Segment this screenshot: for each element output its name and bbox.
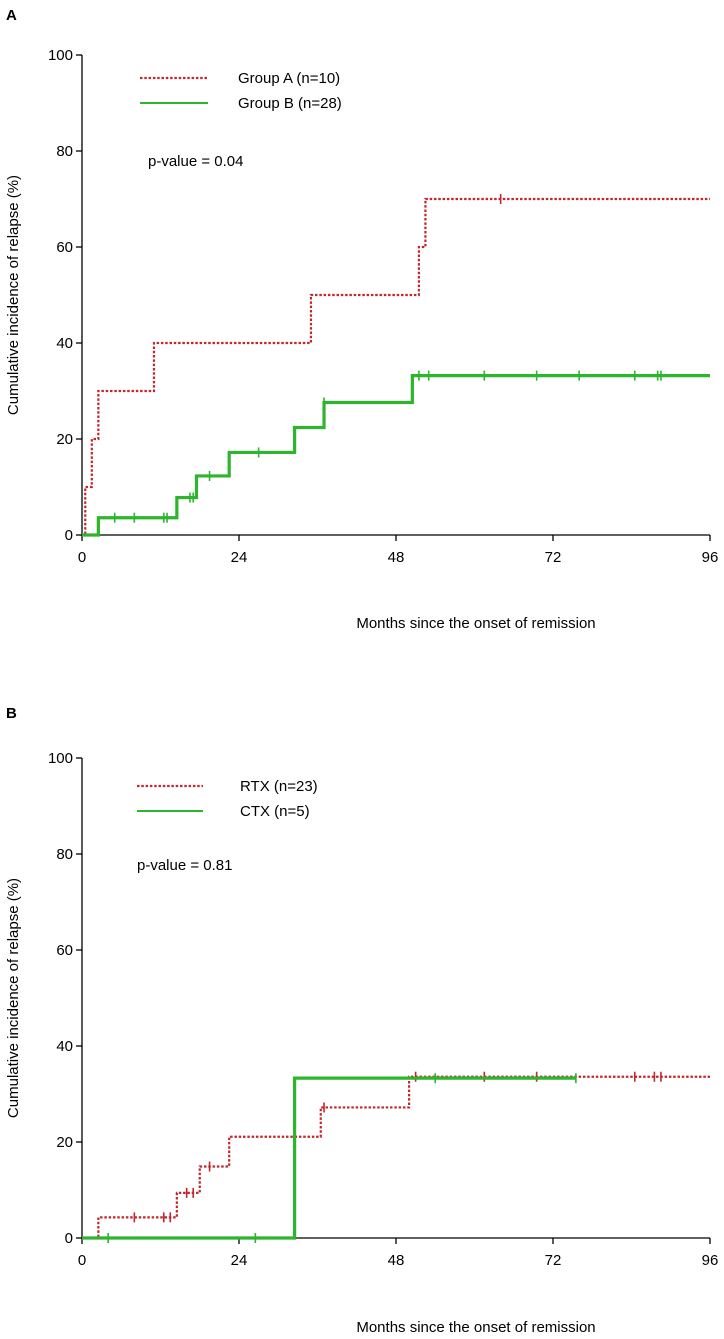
x-tick-label: 0	[78, 549, 86, 566]
x-tick-label: 96	[702, 1252, 719, 1269]
x-axis-title: Months since the onset of remission	[356, 615, 595, 632]
x-tick-label: 72	[545, 1252, 562, 1269]
x-tick-label: 24	[231, 1252, 248, 1269]
y-tick-label: 20	[56, 1134, 73, 1151]
y-tick-label: 80	[56, 143, 73, 160]
x-tick-label: 24	[231, 549, 248, 566]
x-tick-label: 48	[388, 549, 405, 566]
x-axis-title: Months since the onset of remission	[356, 1319, 595, 1336]
series-line-1	[82, 1076, 576, 1240]
y-tick-label: 40	[56, 335, 73, 352]
y-tick-label: 20	[56, 431, 73, 448]
x-tick-label: 48	[388, 1252, 405, 1269]
y-tick-label: 60	[56, 239, 73, 256]
panel-letter: A	[6, 7, 17, 24]
y-axis-title: Cumulative incidence of relapse (%)	[5, 878, 22, 1118]
legend-label: Group A (n=10)	[238, 70, 340, 87]
series-line-0	[82, 197, 710, 537]
y-tick-label: 80	[56, 846, 73, 863]
series-line-1	[82, 374, 710, 537]
panel-b: B 0 20 40 60 80 100 0 24 48 72 96 Months since the o…	[5, 705, 718, 1336]
series-line-0	[82, 1075, 710, 1240]
y-tick-label: 60	[56, 942, 73, 959]
x-tick-label: 96	[702, 549, 719, 566]
y-tick-label: 0	[65, 527, 73, 544]
y-axis-title: Cumulative incidence of relapse (%)	[5, 175, 22, 415]
y-tick-label: 100	[48, 47, 73, 64]
y-tick-label: 100	[48, 750, 73, 767]
legend-label: RTX (n=23)	[240, 778, 318, 795]
y-tick-label: 40	[56, 1038, 73, 1055]
x-tick-label: 0	[78, 1252, 86, 1269]
p-value-annotation: p-value = 0.81	[137, 857, 233, 874]
y-tick-label: 0	[65, 1230, 73, 1247]
x-tick-label: 72	[545, 549, 562, 566]
legend-label: Group B (n=28)	[238, 95, 342, 112]
panel-a: A 0 20 40 60 80 100 0 24 48 72 96 Months since the o…	[5, 7, 718, 632]
panel-letter: B	[6, 705, 17, 722]
legend-label: CTX (n=5)	[240, 803, 310, 820]
p-value-annotation: p-value = 0.04	[148, 153, 244, 170]
